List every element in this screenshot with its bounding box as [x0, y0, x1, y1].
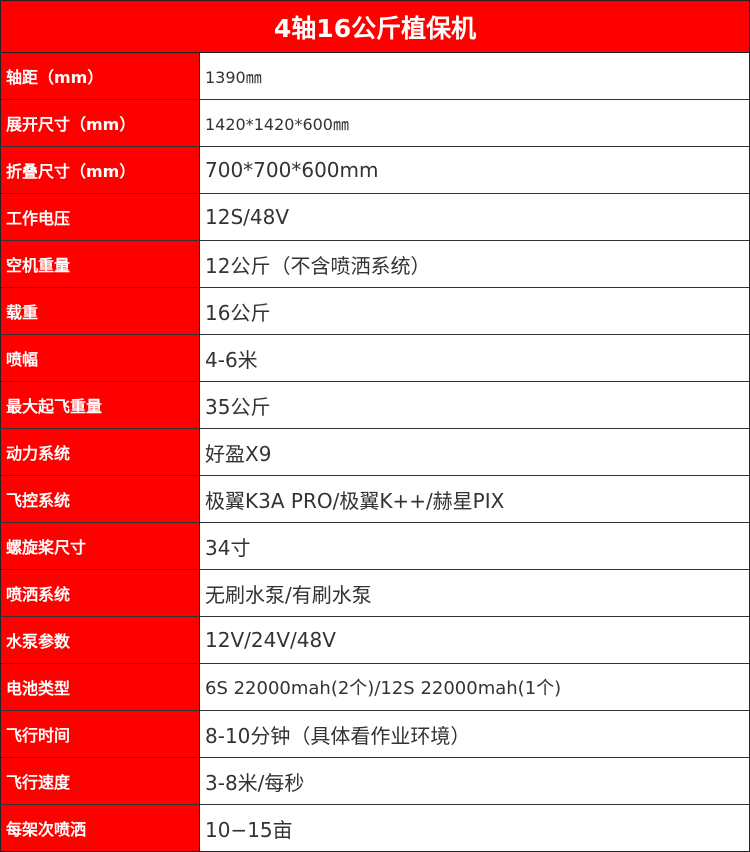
table-row: 轴距（mm） 1390㎜: [1, 53, 749, 100]
spec-value: 12S/48V: [200, 194, 749, 240]
table-row: 空机重量 12公斤（不含喷洒系统）: [1, 241, 749, 288]
spec-value: 700*700*600mm: [200, 147, 749, 193]
spec-label: 最大起飞重量: [1, 382, 200, 428]
spec-label: 展开尺寸（mm）: [1, 100, 200, 146]
table-row: 喷洒系统 无刷水泵/有刷水泵: [1, 570, 749, 617]
spec-value: 1420*1420*600㎜: [200, 100, 749, 146]
spec-label: 螺旋桨尺寸: [1, 523, 200, 569]
spec-label: 每架次喷洒: [1, 805, 200, 851]
spec-label: 空机重量: [1, 241, 200, 287]
table-row: 电池类型 6S 22000mah(2个)/12S 22000mah(1个): [1, 664, 749, 711]
spec-value: 无刷水泵/有刷水泵: [200, 570, 749, 616]
spec-label: 工作电压: [1, 194, 200, 240]
spec-value: 好盈X9: [200, 429, 749, 475]
spec-value: 10−15亩: [200, 805, 749, 851]
table-row: 水泵参数 12V/24V/48V: [1, 617, 749, 664]
table-row: 动力系统 好盈X9: [1, 429, 749, 476]
table-title: 4轴16公斤植保机: [1, 1, 749, 53]
table-row: 螺旋桨尺寸 34寸: [1, 523, 749, 570]
spec-label: 折叠尺寸（mm）: [1, 147, 200, 193]
spec-value: 4-6米: [200, 335, 749, 381]
spec-value: 8-10分钟（具体看作业环境）: [200, 711, 749, 757]
table-row: 喷幅 4-6米: [1, 335, 749, 382]
table-row: 飞控系统 极翼K3A PRO/极翼K++/赫星PIX: [1, 476, 749, 523]
spec-label: 动力系统: [1, 429, 200, 475]
spec-value: 6S 22000mah(2个)/12S 22000mah(1个): [200, 664, 749, 710]
spec-value: 12公斤（不含喷洒系统）: [200, 241, 749, 287]
spec-value: 12V/24V/48V: [200, 617, 749, 663]
spec-rows: 轴距（mm） 1390㎜ 展开尺寸（mm） 1420*1420*600㎜ 折叠尺寸（mm…: [1, 53, 749, 851]
spec-label: 喷洒系统: [1, 570, 200, 616]
spec-value: 3-8米/每秒: [200, 758, 749, 804]
spec-label: 电池类型: [1, 664, 200, 710]
spec-value: 极翼K3A PRO/极翼K++/赫星PIX: [200, 476, 749, 522]
spec-label: 喷幅: [1, 335, 200, 381]
spec-label: 飞行时间: [1, 711, 200, 757]
table-row: 载重 16公斤: [1, 288, 749, 335]
spec-label: 载重: [1, 288, 200, 334]
table-row: 最大起飞重量 35公斤: [1, 382, 749, 429]
table-row: 折叠尺寸（mm） 700*700*600mm: [1, 147, 749, 194]
spec-label: 轴距（mm）: [1, 53, 200, 99]
spec-value: 35公斤: [200, 382, 749, 428]
table-row: 每架次喷洒 10−15亩: [1, 805, 749, 851]
table-row: 飞行速度 3-8米/每秒: [1, 758, 749, 805]
table-row: 工作电压 12S/48V: [1, 194, 749, 241]
table-row: 飞行时间 8-10分钟（具体看作业环境）: [1, 711, 749, 758]
spec-value: 1390㎜: [200, 53, 749, 99]
spec-label: 飞控系统: [1, 476, 200, 522]
spec-label: 飞行速度: [1, 758, 200, 804]
table-row: 展开尺寸（mm） 1420*1420*600㎜: [1, 100, 749, 147]
spec-label: 水泵参数: [1, 617, 200, 663]
spec-value: 34寸: [200, 523, 749, 569]
spec-value: 16公斤: [200, 288, 749, 334]
